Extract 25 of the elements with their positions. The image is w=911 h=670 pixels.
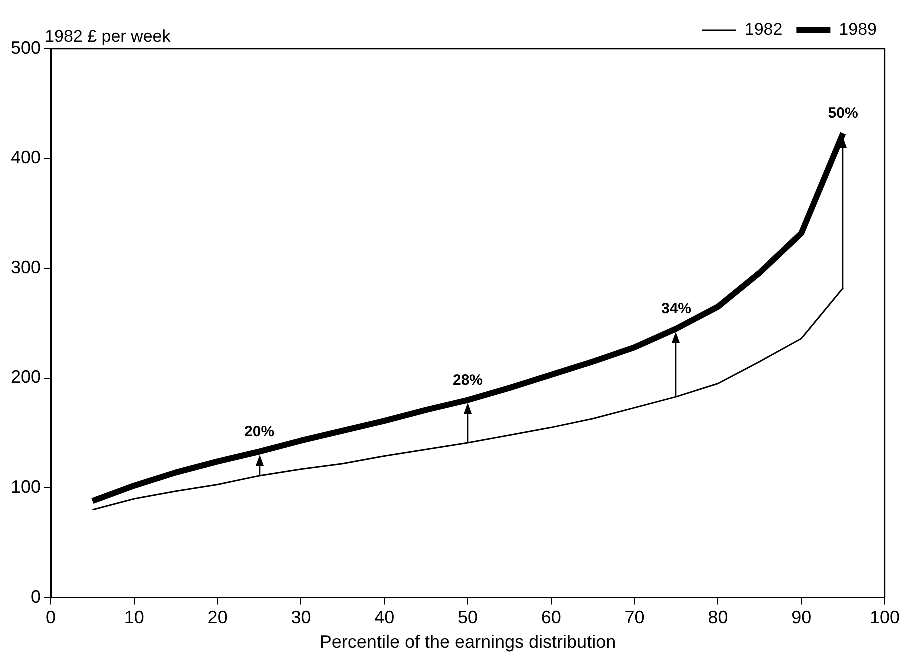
legend-label: 1989 [839,20,878,40]
x-axis-title: Percentile of the earnings distribution [320,632,616,652]
annotation: 28% [452,372,484,389]
y-tick-label: 300 [10,257,42,278]
x-tick-label: 20 [208,608,228,628]
y-tick-label: 100 [10,477,42,498]
annotation: 34% [661,300,692,318]
annotation: 20% [244,423,275,440]
x-tick-label: 60 [541,608,562,628]
x-tick-label: 50 [458,608,478,628]
annotation: 50% [828,105,858,122]
x-tick-label: 10 [124,608,144,628]
x-tick-label: 30 [291,608,312,628]
y-tick-label: 400 [10,148,42,168]
y-axis-title: 1982 £ per week [45,27,172,46]
x-tick-label: 80 [708,608,728,628]
x-tick-label: 100 [870,608,900,628]
x-tick-label: 90 [792,608,812,628]
x-tick-label: 0 [46,608,56,628]
x-tick-label: 40 [374,608,395,628]
x-tick-label: 70 [624,608,645,628]
legend-label: 1982 [744,20,783,40]
y-tick-label: 200 [10,367,42,388]
y-tick-label: 500 [10,38,42,58]
y-tick-label: 0 [31,586,42,607]
